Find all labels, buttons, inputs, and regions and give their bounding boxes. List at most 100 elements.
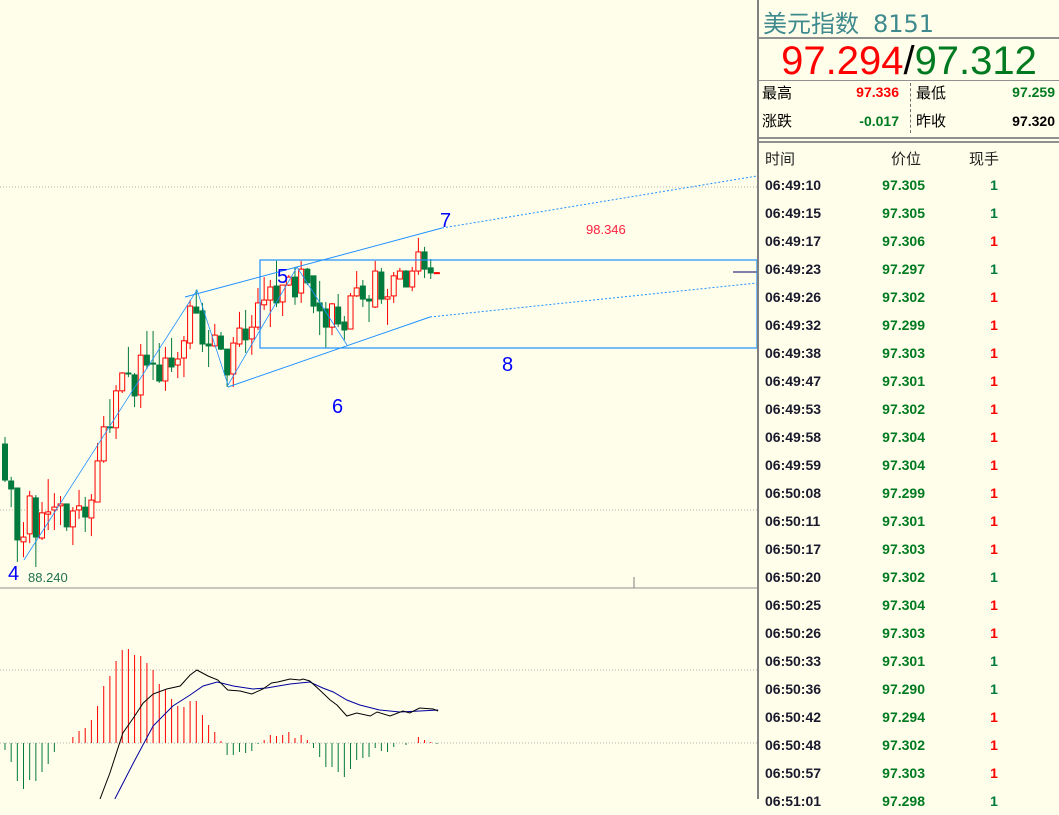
tick-row[interactable]: 06:50:17 97.303 1 (759, 535, 1059, 563)
candle (162, 346, 169, 391)
tick-row[interactable]: 06:50:36 97.290 1 (759, 675, 1059, 703)
tick-row[interactable]: 06:50:33 97.301 1 (759, 647, 1059, 675)
tick-volume: 1 (990, 401, 998, 417)
zigzag-line[interactable] (23, 266, 348, 561)
candle-body (211, 334, 218, 347)
tick-row[interactable]: 06:49:17 97.306 1 (759, 227, 1059, 255)
tick-row[interactable]: 06:49:26 97.302 1 (759, 283, 1059, 311)
candle-body (224, 348, 231, 376)
tick-row[interactable]: 06:50:08 97.299 1 (759, 479, 1059, 507)
candle (279, 284, 286, 316)
candle (366, 294, 373, 323)
candle (316, 280, 323, 336)
tick-volume: 1 (990, 261, 998, 277)
candle (88, 494, 95, 537)
candle-body (230, 342, 237, 375)
tick-price: 97.298 (882, 793, 925, 809)
candle (267, 279, 274, 328)
candle (39, 502, 46, 540)
candle-body (113, 390, 120, 429)
candle (14, 487, 21, 562)
candle-body (341, 321, 348, 331)
tick-volume: 1 (990, 625, 998, 641)
candle-body (32, 497, 39, 538)
tick-time: 06:49:26 (765, 289, 822, 305)
tick-volume: 1 (990, 541, 998, 557)
candle (396, 267, 403, 280)
candle-body (8, 480, 15, 490)
tick-row[interactable]: 06:50:26 97.303 1 (759, 619, 1059, 647)
change-value: -0.017 (859, 113, 899, 129)
dea-line (114, 681, 439, 799)
candle (384, 288, 391, 325)
tick-row[interactable]: 06:49:23 97.297 1 (759, 255, 1059, 283)
channel-upper[interactable] (184, 227, 443, 298)
candle (403, 270, 410, 288)
tick-price: 97.302 (882, 401, 925, 417)
tick-time: 06:50:11 (765, 513, 821, 529)
tick-volume: 1 (990, 765, 998, 781)
tick-price: 97.304 (882, 429, 925, 445)
candle (329, 302, 336, 336)
tick-price: 97.303 (882, 765, 925, 781)
candle (187, 300, 194, 350)
wave-label-7: 7 (440, 210, 452, 232)
candle-body (69, 510, 76, 528)
tick-row[interactable]: 06:49:59 97.304 1 (759, 451, 1059, 479)
candle-body (205, 343, 212, 347)
tick-row[interactable]: 06:49:58 97.304 1 (759, 423, 1059, 451)
range-box[interactable] (259, 259, 757, 349)
tick-time: 06:49:58 (765, 429, 822, 445)
tick-time: 06:50:25 (765, 597, 822, 613)
tick-volume: 1 (990, 681, 998, 697)
tick-row[interactable]: 06:50:25 97.304 1 (759, 591, 1059, 619)
channel-lower-ext (429, 282, 757, 318)
tick-row[interactable]: 06:50:57 97.303 1 (759, 759, 1059, 787)
candle (347, 293, 354, 330)
tick-price: 97.297 (882, 261, 925, 277)
tick-row[interactable]: 06:50:20 97.302 1 (759, 563, 1059, 591)
candle-body (162, 357, 169, 382)
tick-row[interactable]: 06:49:15 97.305 1 (759, 199, 1059, 227)
tick-row[interactable]: 06:49:38 97.303 1 (759, 339, 1059, 367)
tick-row[interactable]: 06:50:42 97.294 1 (759, 703, 1059, 731)
tick-row[interactable]: 06:50:11 97.301 1 (759, 507, 1059, 535)
annotations (23, 175, 757, 561)
candle (51, 493, 58, 531)
candle-body (390, 275, 397, 297)
candle (156, 343, 163, 383)
candle (113, 385, 120, 439)
tick-row[interactable]: 06:50:48 97.302 1 (759, 731, 1059, 759)
tick-row[interactable]: 06:49:10 97.305 1 (759, 171, 1059, 199)
candle-body (378, 271, 385, 300)
wave-label-6: 6 (332, 396, 344, 418)
tick-time: 06:51:01 (765, 793, 822, 809)
tick-row[interactable]: 06:49:47 97.301 1 (759, 367, 1059, 395)
col-volume: 现手 (969, 150, 1000, 168)
tick-row[interactable]: 06:51:01 97.298 1 (759, 787, 1059, 815)
candle-body (20, 536, 27, 543)
candle (273, 260, 280, 308)
candle-body (316, 302, 323, 312)
tick-row[interactable]: 06:49:53 97.302 1 (759, 395, 1059, 423)
tick-row[interactable]: 06:49:32 97.299 1 (759, 311, 1059, 339)
divider (759, 141, 1059, 143)
candle-body (174, 358, 181, 366)
tick-volume: 1 (990, 345, 998, 361)
candle-body (396, 270, 403, 280)
channel-lower[interactable] (227, 316, 431, 388)
candle (415, 237, 422, 275)
candle (359, 279, 366, 308)
candle (242, 309, 249, 353)
tick-time: 06:49:10 (765, 177, 822, 193)
tick-time: 06:50:36 (765, 681, 822, 697)
candle-body (359, 285, 366, 300)
candle (150, 330, 157, 381)
tick-volume: 1 (990, 793, 998, 809)
instrument-title: 美元指数 8151 (763, 4, 934, 39)
tick-time: 06:50:33 (765, 653, 822, 669)
tick-time: 06:49:47 (765, 373, 822, 389)
tick-time: 06:50:57 (765, 765, 822, 781)
candle-body (335, 306, 342, 325)
candle (372, 260, 379, 309)
